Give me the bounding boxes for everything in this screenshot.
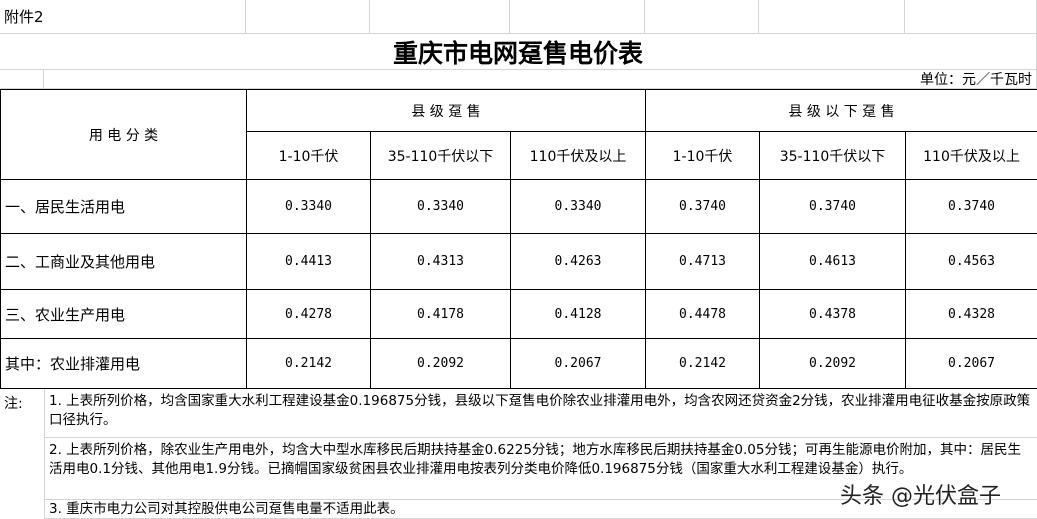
- cell: [645, 0, 759, 34]
- price-cell: 0.3740: [759, 179, 906, 234]
- page-title: 重庆市电网趸售电价表: [0, 34, 1037, 70]
- col-header: 110千伏及以上: [510, 131, 646, 180]
- unit-label: 单位：元／千瓦时: [44, 70, 1037, 89]
- below-county-header: 县 级 以 下 趸 售: [644, 89, 1037, 132]
- note-2: 2. 上表所列价格，除农业生产用电外，均含大中型水库移民后期扶持基金0.6225…: [44, 438, 1037, 500]
- watermark: 头条 @光伏盒子: [840, 484, 1001, 509]
- attachment-label: 附件2: [0, 0, 246, 34]
- price-cell: 0.2067: [510, 338, 646, 389]
- price-cell: 0.4563: [904, 233, 1037, 290]
- price-cell: 0.2142: [246, 338, 371, 389]
- row-label: 其中：农业排灌用电: [0, 338, 247, 389]
- price-cell: 0.2142: [645, 338, 760, 389]
- price-cell: 0.2067: [904, 338, 1037, 389]
- cell: [759, 0, 905, 34]
- note-1: 1. 上表所列价格，均含国家重大水利工程建设基金0.196875分钱，县级以下趸…: [44, 389, 1037, 438]
- cell: [905, 0, 1037, 34]
- col-header: 35-110千伏以下: [370, 131, 511, 180]
- price-cell: 0.2092: [370, 338, 511, 389]
- price-cell: 0.3740: [904, 179, 1037, 234]
- price-cell: 0.4278: [246, 289, 371, 339]
- col-header: 110千伏及以上: [904, 131, 1037, 180]
- col-header: 1-10千伏: [246, 131, 371, 180]
- price-cell: 0.3340: [246, 179, 371, 234]
- price-cell: 0.4313: [370, 233, 511, 290]
- price-cell: 0.4178: [370, 289, 511, 339]
- cell: [370, 0, 510, 34]
- price-cell: 0.4378: [759, 289, 906, 339]
- table-row: 二、工商业及其他用电 0.4413 0.4313 0.4263 0.4713 0…: [0, 233, 1037, 290]
- cell: [246, 0, 370, 34]
- price-cell: 0.4413: [246, 233, 371, 290]
- price-cell: 0.4613: [759, 233, 906, 290]
- category-header: 用 电 分 类: [0, 89, 247, 180]
- price-cell: 0.4713: [645, 233, 760, 290]
- table-row: 三、农业生产用电 0.4278 0.4178 0.4128 0.4478 0.4…: [0, 289, 1037, 339]
- price-cell: 0.3340: [370, 179, 511, 234]
- col-header: 35-110千伏以下: [759, 131, 906, 180]
- price-cell: 0.4478: [645, 289, 760, 339]
- table-row: 一、居民生活用电 0.3340 0.3340 0.3340 0.3740 0.3…: [0, 179, 1037, 234]
- notes-label: 注:: [4, 396, 23, 412]
- cell: [510, 0, 645, 34]
- price-cell: 0.3340: [510, 179, 646, 234]
- col-header: 1-10千伏: [645, 131, 760, 180]
- price-cell: 0.3740: [645, 179, 760, 234]
- cell: [0, 70, 44, 89]
- price-cell: 0.4128: [510, 289, 646, 339]
- county-header: 县 级 趸 售: [246, 89, 646, 132]
- price-cell: 0.4263: [510, 233, 646, 290]
- row-label: 一、居民生活用电: [0, 179, 247, 234]
- price-table: 用 电 分 类 县 级 趸 售 县 级 以 下 趸 售 1-10千伏 35-11…: [0, 89, 1037, 389]
- row-label: 三、农业生产用电: [0, 289, 247, 339]
- price-cell: 0.4328: [904, 289, 1037, 339]
- row-label: 二、工商业及其他用电: [0, 233, 247, 290]
- price-cell: 0.2092: [759, 338, 906, 389]
- table-row: 其中：农业排灌用电 0.2142 0.2092 0.2067 0.2142 0.…: [0, 338, 1037, 389]
